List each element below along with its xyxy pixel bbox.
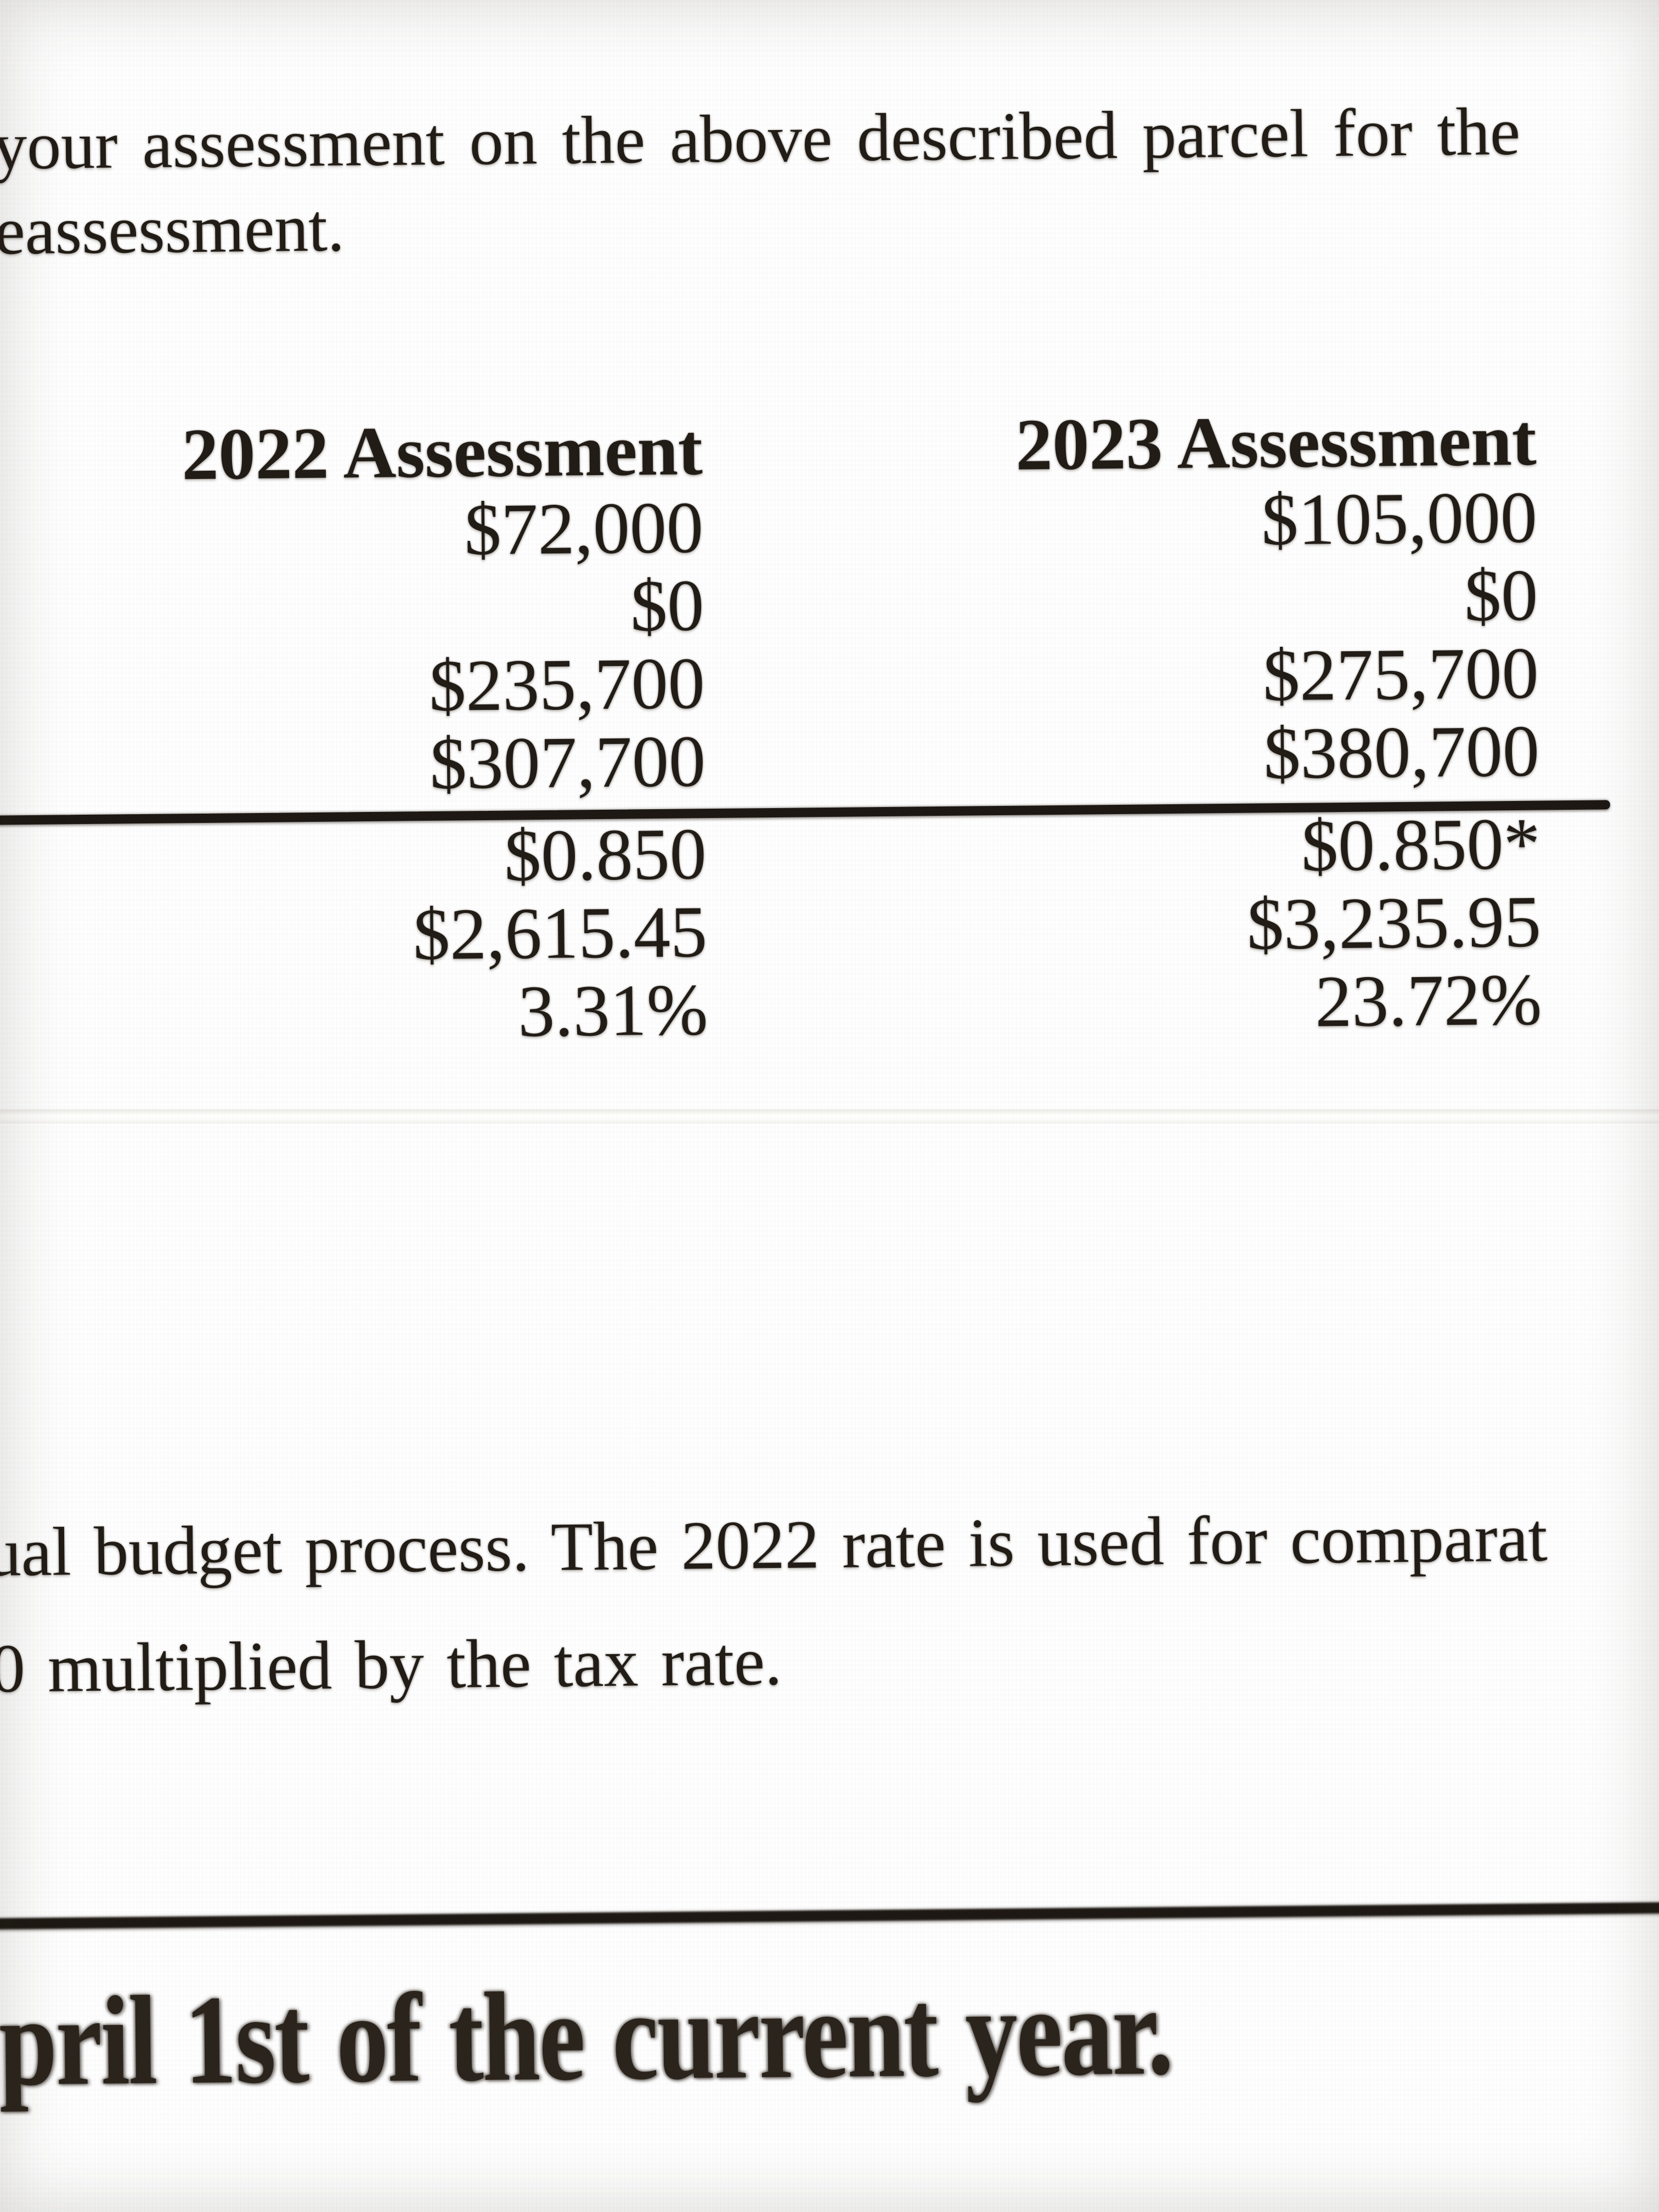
cell-2022-row2: $0: [630, 565, 704, 647]
cell-2022-row7: 3.31%: [517, 969, 709, 1052]
footer-headline: pril 1st of the current year.: [0, 1960, 1173, 2113]
cell-2023-row1: $105,000: [1261, 476, 1538, 561]
cell-2022-row6: $2,615.45: [413, 891, 708, 975]
assessment-column-2023: $105,000 $0 $275,700 $380,700 $0.850* $3…: [960, 476, 1542, 1044]
cell-2023-row5: $0.850*: [1301, 803, 1541, 887]
cell-2022-row3: $235,700: [428, 642, 706, 726]
column-header-2022-assessment: 2022 Assessment: [181, 409, 703, 495]
cell-2022-row5: $0.850: [504, 813, 707, 896]
cell-2023-row6: $3,235.95: [1246, 881, 1542, 965]
cell-2022-row4: $307,700: [429, 720, 706, 804]
assessment-column-2022: $72,000 $0 $235,700 $307,700 $0.850 $2,6…: [126, 487, 709, 1054]
intro-line-1: your assessment on the above described p…: [0, 93, 1521, 184]
paper-streak: [631, 1125, 635, 1618]
paper-streak: [307, 1125, 311, 1618]
footer-divider-line: [0, 1901, 1659, 1930]
cell-2022-row1: $72,000: [464, 487, 704, 571]
cell-2023-row4: $380,700: [1263, 710, 1540, 794]
body-paragraph-line-2: 0 multiplied by the tax rate.: [0, 1623, 783, 1707]
paper-fold-crease: [0, 1109, 1659, 1124]
body-paragraph-line-1: ual budget process. The 2022 rate is use…: [0, 1499, 1548, 1591]
column-header-2023-assessment: 2023 Assessment: [1015, 399, 1537, 486]
cell-2023-row7: 23.72%: [1314, 958, 1542, 1042]
cell-2023-row2: $0: [1464, 554, 1538, 636]
cell-2023-row3: $275,700: [1262, 632, 1539, 716]
intro-line-2: eassessment.: [0, 190, 345, 269]
